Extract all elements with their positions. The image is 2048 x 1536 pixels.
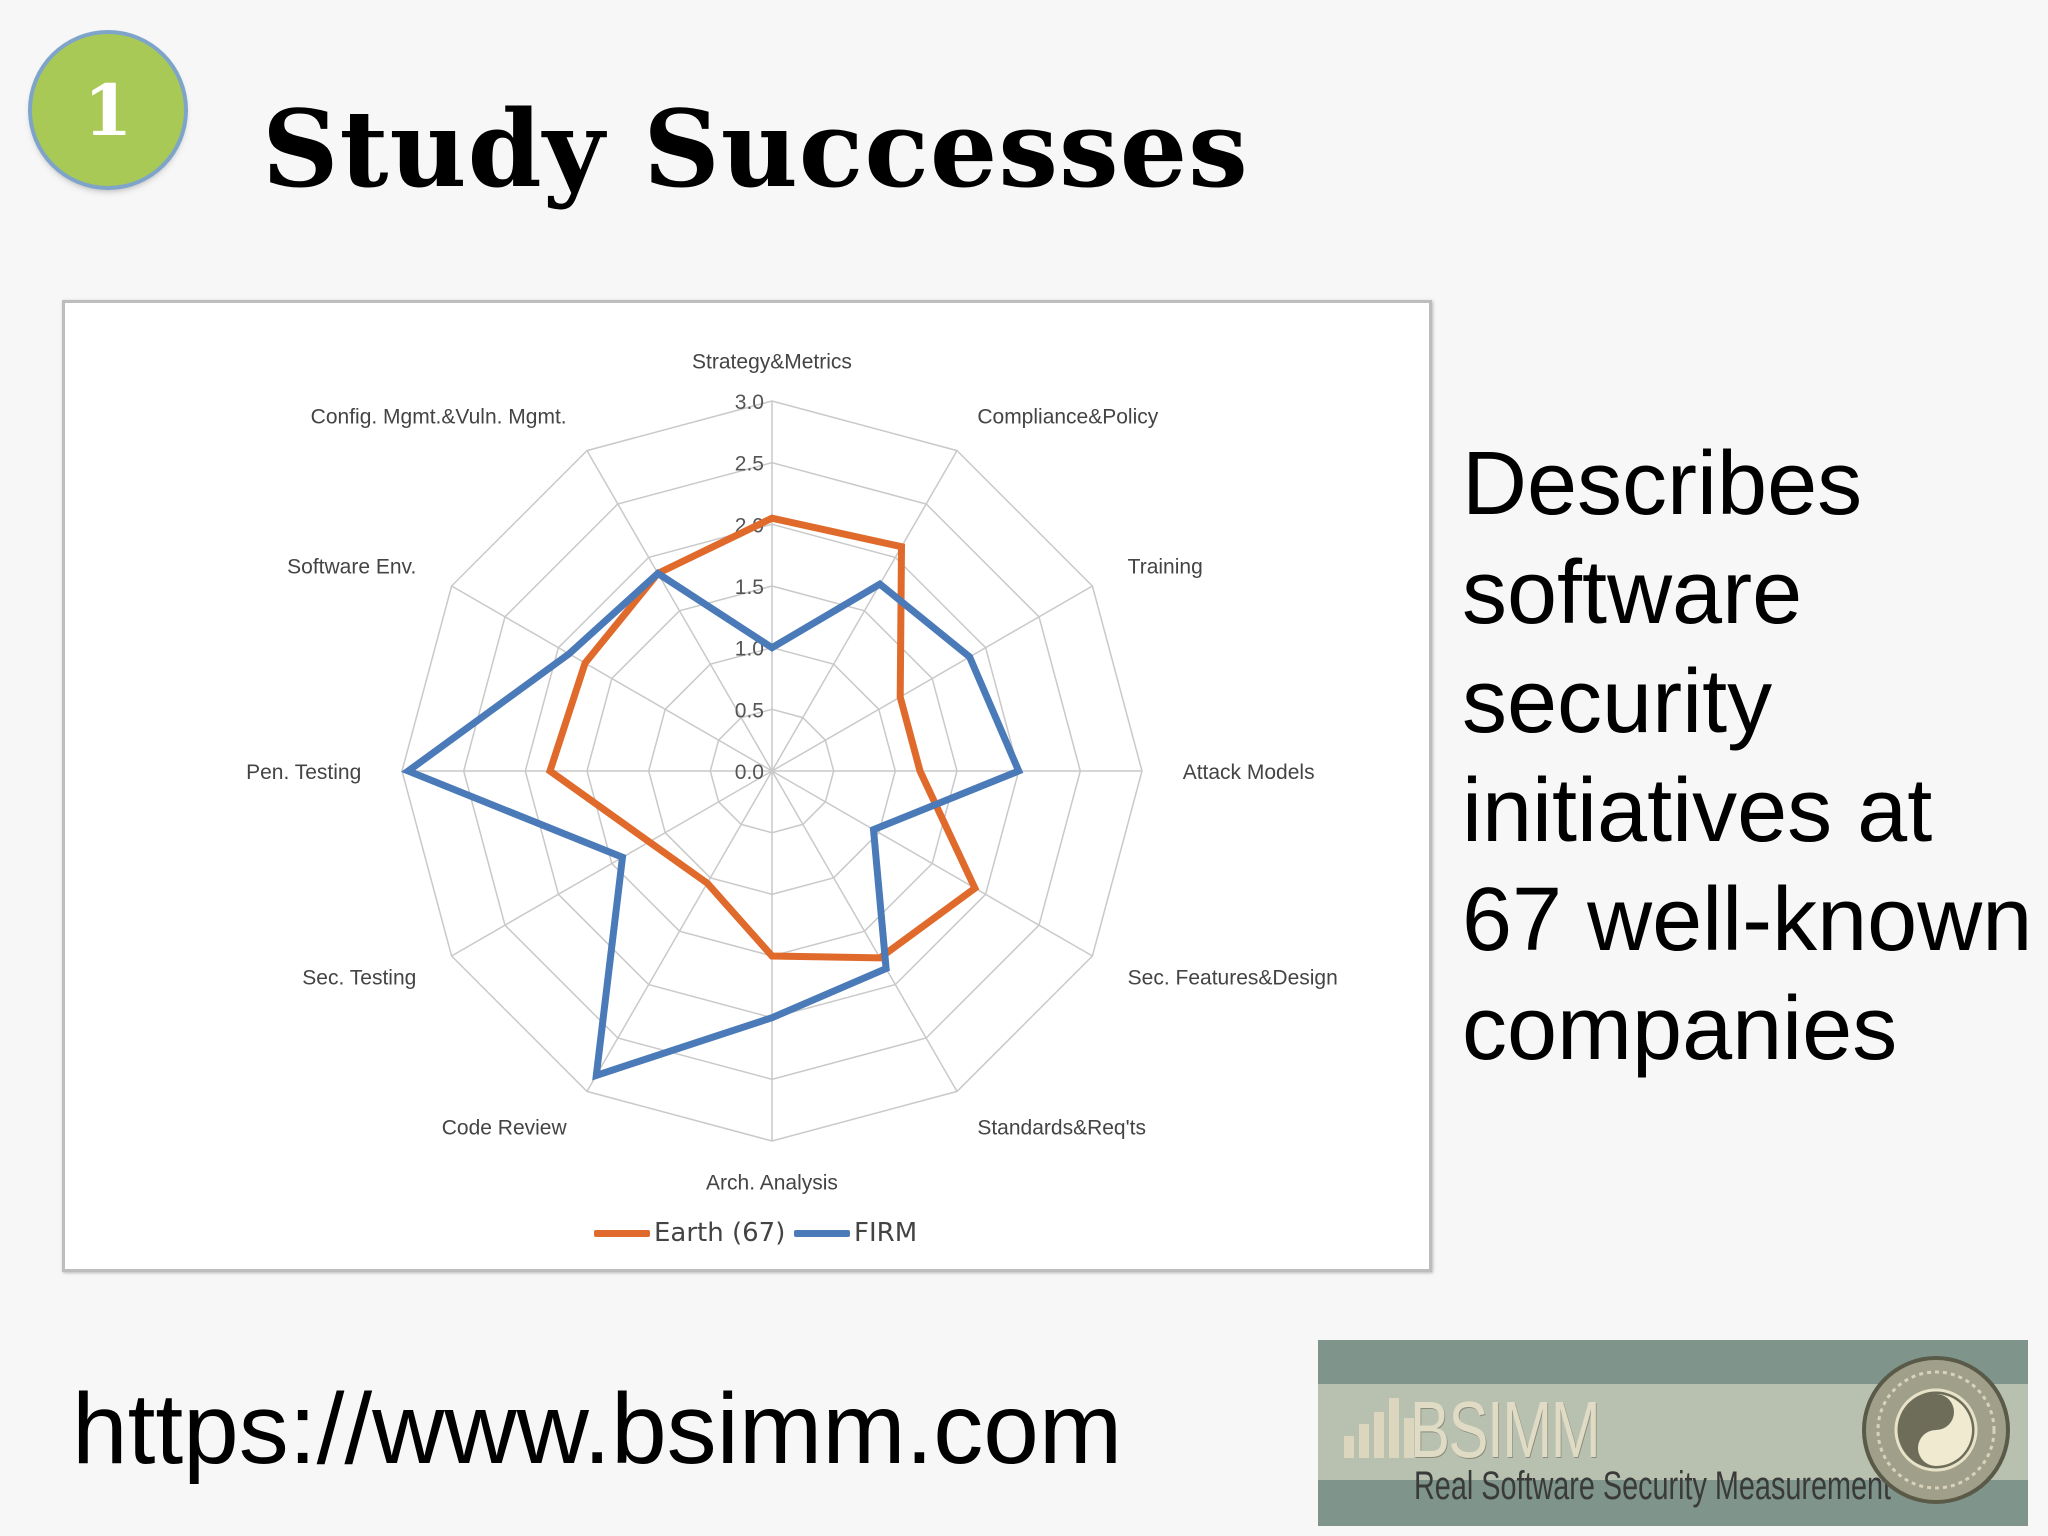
category-label: Compliance&Policy xyxy=(977,405,1158,428)
data-point xyxy=(900,545,903,548)
data-point xyxy=(878,583,881,586)
grid-spoke xyxy=(771,450,958,772)
data-point xyxy=(656,572,659,575)
data-point xyxy=(771,955,773,957)
grid-spoke xyxy=(771,770,1093,957)
bsimm-logo-banner: BSIMM Real Software Security Measurement xyxy=(1318,1340,2028,1526)
legend-item-earth: Earth (67) xyxy=(594,1218,785,1248)
data-point xyxy=(648,840,651,843)
data-point xyxy=(968,655,971,658)
bsimm-url-link[interactable]: https://www.bsimm.com xyxy=(72,1373,1123,1485)
tick-label: 0.5 xyxy=(735,699,764,722)
series-line-firm xyxy=(401,568,1024,1081)
category-label: Config. Mgmt.&Vuln. Mgmt. xyxy=(311,405,567,428)
data-point xyxy=(1017,770,1020,772)
category-label: Attack Models xyxy=(1183,761,1315,784)
slide-title: Study Successes xyxy=(262,86,1249,211)
data-point xyxy=(595,1074,598,1077)
tick-label: 1.5 xyxy=(735,576,764,599)
grid-spoke xyxy=(451,585,773,772)
grid-spoke xyxy=(586,770,773,1092)
data-point xyxy=(885,967,888,970)
grid-spoke xyxy=(771,770,958,1092)
category-label: Strategy&Metrics xyxy=(692,350,852,373)
astrolabe-seal-icon xyxy=(1862,1356,2010,1504)
data-point xyxy=(549,770,551,772)
legend-label-earth: Earth (67) xyxy=(654,1218,786,1248)
data-point xyxy=(771,517,773,520)
category-label: Training xyxy=(1128,556,1203,579)
tick-label: 3.0 xyxy=(735,391,764,414)
category-label: Standards&Req'ts xyxy=(977,1117,1146,1140)
grid-spoke xyxy=(451,770,773,957)
radar-chart: 0.00.51.01.52.02.53.0Strategy&MetricsCom… xyxy=(246,350,1338,1195)
category-label: Sec. Testing xyxy=(302,966,416,989)
data-point xyxy=(872,828,875,831)
category-label: Sec. Features&Design xyxy=(1128,966,1338,989)
category-label: Arch. Analysis xyxy=(706,1172,838,1195)
bsimm-logo-text: BSIMM xyxy=(1410,1385,1601,1474)
bar-chart-icon xyxy=(1344,1398,1419,1458)
chart-frame: 0.0 0.5 1.0 1.5 2.0 2.5 3.0 Strategy&Metrics Com… xyxy=(62,300,1432,1272)
tick-label: 1.0 xyxy=(735,638,764,661)
data-point xyxy=(973,887,976,890)
category-label: Code Review xyxy=(442,1117,568,1140)
data-point xyxy=(407,770,410,772)
legend-swatch-firm xyxy=(794,1229,850,1237)
data-point xyxy=(899,696,902,698)
legend-label-firm: FIRM xyxy=(854,1218,918,1248)
slide-number-badge: 1 xyxy=(32,34,184,186)
data-point xyxy=(568,652,571,655)
category-label: Pen. Testing xyxy=(246,761,361,784)
data-point xyxy=(706,882,709,885)
legend-item-firm: FIRM xyxy=(794,1218,917,1248)
data-point xyxy=(771,1016,773,1019)
data-point xyxy=(621,856,624,859)
slide-description: Describes software security initiatives … xyxy=(1462,434,2033,1079)
legend-swatch-earth xyxy=(594,1229,650,1237)
data-point xyxy=(584,662,587,665)
data-point xyxy=(919,770,921,772)
grid-spoke xyxy=(586,450,773,772)
data-point xyxy=(878,956,881,959)
data-point xyxy=(771,646,773,649)
tick-label: 0.0 xyxy=(735,761,764,784)
grid-spoke xyxy=(771,585,1093,772)
category-label: Software Env. xyxy=(287,556,416,579)
bsimm-tagline: Real Software Security Measurement xyxy=(1414,1464,1891,1508)
tick-label: 2.5 xyxy=(735,453,764,476)
